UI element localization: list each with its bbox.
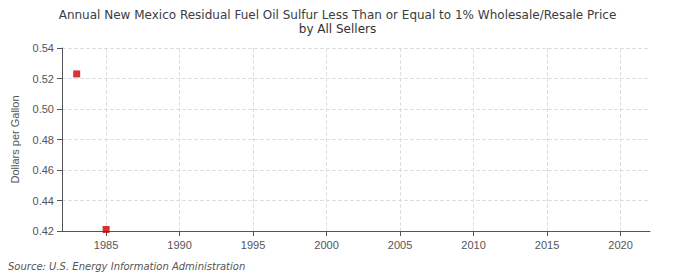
svg-text:0.54: 0.54 [33, 42, 54, 54]
svg-text:2015: 2015 [535, 239, 559, 251]
svg-text:2000: 2000 [314, 239, 338, 251]
svg-text:2005: 2005 [388, 239, 412, 251]
svg-text:1995: 1995 [241, 239, 265, 251]
svg-text:2010: 2010 [461, 239, 485, 251]
svg-text:0.50: 0.50 [33, 103, 54, 115]
svg-text:2020: 2020 [608, 239, 632, 251]
svg-text:Source: U.S. Energy Informatio: Source: U.S. Energy Information Administ… [8, 261, 245, 272]
svg-text:1990: 1990 [167, 239, 191, 251]
svg-text:0.52: 0.52 [33, 73, 54, 85]
svg-text:Annual New Mexico Residual Fue: Annual New Mexico Residual Fuel Oil Sulf… [59, 8, 617, 22]
svg-text:0.48: 0.48 [33, 134, 54, 146]
svg-text:Dollars per Gallon: Dollars per Gallon [9, 95, 21, 183]
svg-text:by All Sellers: by All Sellers [299, 22, 376, 36]
svg-text:0.42: 0.42 [33, 225, 54, 237]
svg-text:0.44: 0.44 [33, 195, 54, 207]
svg-text:0.46: 0.46 [33, 164, 54, 176]
svg-text:1985: 1985 [94, 239, 118, 251]
